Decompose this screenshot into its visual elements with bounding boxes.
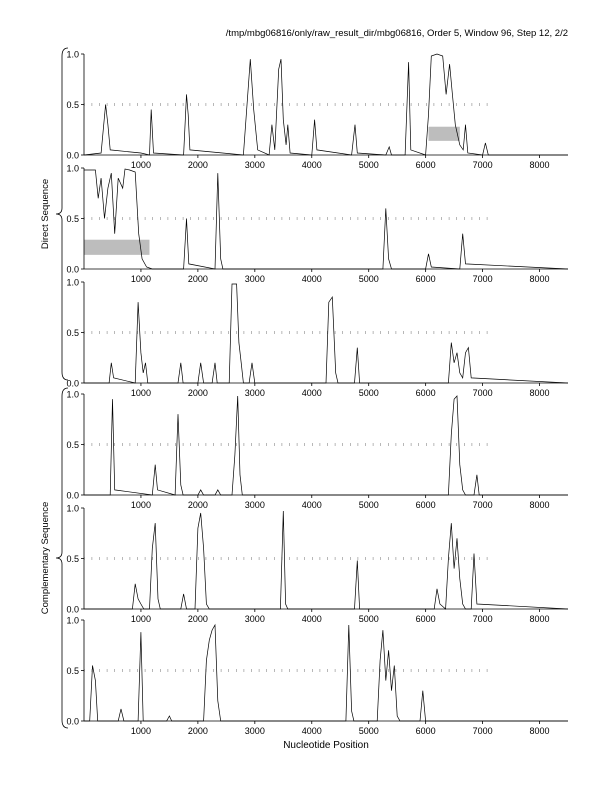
x-tick-label: 6000: [416, 500, 436, 510]
x-tick-label: 8000: [530, 614, 550, 624]
x-tick-label: 4000: [302, 274, 322, 284]
x-tick-label: 5000: [359, 274, 379, 284]
panel-1: 0.0 0.5 1.0 1000 2000 3000 4000 5000 6000 7000 800…: [66, 50, 568, 170]
highlight-region: [84, 239, 150, 255]
x-tick-label: 4000: [302, 614, 322, 624]
panel-4: 0.0 0.5 1.0 1000 2000 3000 4000 5000 6000 7000 800…: [66, 390, 568, 510]
x-tick-label: 1000: [131, 388, 151, 398]
panel-5: 0.0 0.5 1.0 1000 2000 3000 4000 5000 6000 7000 800…: [66, 504, 569, 624]
y-tick-label: 1.0: [66, 390, 79, 400]
y-tick-label: 0.0: [66, 605, 79, 615]
group-labels: Direct Sequence Complementary Sequence: [40, 47, 69, 729]
x-tick-label: 5000: [359, 614, 379, 624]
group-label-1: Direct Sequence: [40, 179, 51, 249]
y-tick-label: 0.5: [66, 100, 79, 110]
x-tick-label: 6000: [416, 388, 436, 398]
highlight-region: [428, 126, 460, 141]
x-tick-label: 2000: [188, 160, 208, 170]
series-line: [84, 168, 569, 270]
x-tick-label: 8000: [530, 388, 550, 398]
y-tick-label: 0.0: [66, 379, 79, 389]
series-line: [83, 53, 568, 156]
x-tick-label: 4000: [302, 500, 322, 510]
x-tick-label: 1000: [131, 274, 151, 284]
x-tick-label: 7000: [473, 388, 493, 398]
y-tick-label: 1.0: [66, 504, 79, 514]
x-tick-label: 3000: [245, 614, 265, 624]
x-tick-label: 2000: [188, 614, 208, 624]
x-tick-label: 2000: [188, 726, 208, 736]
panels: 0.0 0.5 1.0 1000 2000 3000 4000 5000 6000 7000 800…: [66, 50, 569, 736]
y-tick-label: 0.5: [66, 666, 79, 676]
y-tick-label: 0.5: [66, 328, 79, 338]
x-tick-label: 6000: [416, 274, 436, 284]
x-tick-label: 5000: [359, 726, 379, 736]
x-tick-label: 1000: [131, 160, 151, 170]
x-tick-label: 7000: [473, 274, 493, 284]
x-axis-label: Nucleotide Position: [283, 740, 369, 751]
x-tick-label: 7000: [473, 726, 493, 736]
group-brace-2: [55, 387, 69, 729]
series-line: [84, 283, 569, 384]
group-brace-1: [55, 47, 69, 381]
y-tick-label: 1.0: [66, 616, 79, 626]
x-tick-label: 3000: [245, 500, 265, 510]
y-tick-label: 0.5: [66, 554, 79, 564]
x-tick-label: 8000: [530, 160, 550, 170]
group-label-2: Complementary Sequence: [40, 502, 51, 614]
header-title: /tmp/mbg06816/only/raw_result_dir/mbg068…: [226, 28, 568, 39]
x-tick-label: 3000: [245, 388, 265, 398]
x-tick-label: 8000: [530, 274, 550, 284]
y-tick-label: 1.0: [66, 164, 79, 174]
x-tick-label: 4000: [302, 160, 322, 170]
y-tick-label: 0.0: [66, 151, 79, 161]
y-tick-label: 1.0: [66, 278, 79, 288]
x-tick-label: 6000: [416, 614, 436, 624]
panel-3: 0.0 0.5 1.0 1000 2000 3000 4000 5000 6000 7000 800…: [66, 278, 569, 398]
x-tick-label: 1000: [131, 614, 151, 624]
y-tick-label: 0.0: [66, 491, 79, 501]
x-tick-label: 1000: [131, 726, 151, 736]
x-tick-label: 8000: [530, 726, 550, 736]
x-tick-label: 1000: [131, 500, 151, 510]
x-tick-label: 3000: [245, 160, 265, 170]
y-tick-label: 0.5: [66, 214, 79, 224]
panel-2: 0.0 0.5 1.0 1000 2000 3000 4000 5000 6000 7000 800…: [66, 164, 569, 284]
series-line: [84, 623, 568, 722]
x-tick-label: 7000: [473, 160, 493, 170]
y-tick-label: 1.0: [66, 50, 79, 60]
x-tick-label: 5000: [359, 160, 379, 170]
x-tick-label: 3000: [245, 726, 265, 736]
x-tick-label: 4000: [302, 388, 322, 398]
x-tick-label: 3000: [245, 274, 265, 284]
series-line: [84, 395, 568, 496]
x-tick-label: 7000: [473, 614, 493, 624]
x-tick-label: 6000: [416, 726, 436, 736]
x-tick-label: 2000: [188, 500, 208, 510]
y-tick-label: 0.0: [66, 265, 79, 275]
x-tick-label: 6000: [416, 160, 436, 170]
x-tick-label: 2000: [188, 388, 208, 398]
x-tick-label: 8000: [530, 500, 550, 510]
x-tick-label: 7000: [473, 500, 493, 510]
y-tick-label: 0.0: [66, 717, 79, 727]
x-tick-label: 5000: [359, 500, 379, 510]
x-tick-label: 4000: [302, 726, 322, 736]
x-tick-label: 5000: [359, 388, 379, 398]
x-tick-label: 2000: [188, 274, 208, 284]
panel-6: 0.0 0.5 1.0 1000 2000 3000 4000 5000 6000 7000 800…: [66, 616, 568, 736]
y-tick-label: 0.5: [66, 440, 79, 450]
series-line: [84, 510, 569, 610]
